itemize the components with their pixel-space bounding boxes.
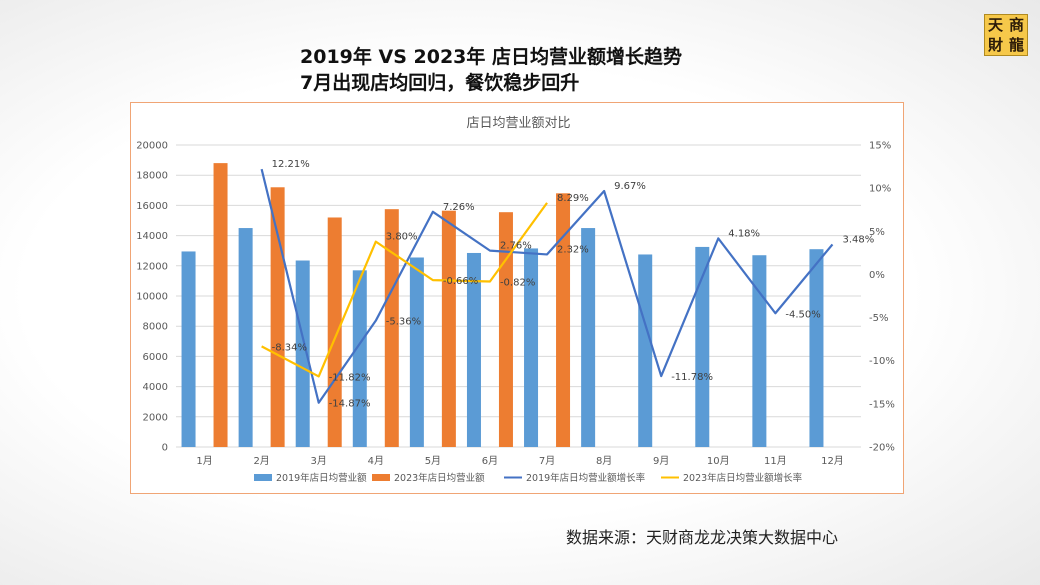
data-label: 8.29% xyxy=(557,193,589,204)
bar-2019 xyxy=(352,270,367,447)
data-label: -8.34% xyxy=(272,342,307,353)
bar-2019 xyxy=(752,255,767,447)
y-right-tick-label: 5% xyxy=(869,227,885,238)
data-label: 7.26% xyxy=(443,202,475,213)
data-label: -11.78% xyxy=(671,372,713,383)
data-label: -11.82% xyxy=(329,372,371,383)
x-tick-label: 2月 xyxy=(253,455,269,467)
y-right-tick-label: -15% xyxy=(869,399,895,410)
y-left-tick-label: 4000 xyxy=(143,382,168,393)
chart-title: 店日均营业额对比 xyxy=(466,116,570,131)
y-right-tick-label: -20% xyxy=(869,443,895,454)
legend-label: 2023年店日均营业额增长率 xyxy=(683,472,803,484)
bar-2019 xyxy=(238,228,253,447)
data-label: -0.66% xyxy=(443,276,478,287)
bar-2019 xyxy=(409,257,424,447)
x-tick-label: 8月 xyxy=(596,455,612,467)
x-tick-label: 9月 xyxy=(653,455,669,467)
combo-chart: 店日均营业额对比 0 2000 4000 6000 8000 10000 12000 14000… xyxy=(136,116,895,484)
data-source-note: 数据来源：天财商龙龙决策大数据中心 xyxy=(566,528,839,547)
y-left-tick-label: 16000 xyxy=(136,201,168,212)
bar-2019 xyxy=(809,249,824,447)
y-left-tick-label: 10000 xyxy=(136,292,168,303)
logo-char: 龍 xyxy=(1008,35,1024,54)
y-left-tick-label: 12000 xyxy=(136,261,168,272)
chart-frame: 店日均营业额对比 0 2000 4000 6000 8000 10000 12000 14000… xyxy=(130,102,904,494)
data-label: -14.87% xyxy=(329,399,371,410)
data-label: 3.48% xyxy=(842,234,874,245)
logo-char: 商 xyxy=(1008,15,1024,34)
x-tick-label: 6月 xyxy=(482,455,498,467)
bar-2023 xyxy=(556,193,571,447)
data-label: 9.67% xyxy=(614,181,646,192)
bar-2019 xyxy=(295,260,310,447)
bar-2023 xyxy=(384,209,399,447)
x-tick-label: 7月 xyxy=(539,455,555,467)
data-label: -4.50% xyxy=(785,309,820,320)
data-label: -0.82% xyxy=(500,278,535,289)
y-left-tick-label: 2000 xyxy=(143,412,168,423)
y-right-tick-label: 0% xyxy=(869,270,885,281)
y-left-tick-label: 18000 xyxy=(136,171,168,182)
brand-logo: 天 商 財 龍 xyxy=(984,14,1028,56)
bar-2023 xyxy=(270,187,285,447)
bar-2019 xyxy=(695,246,710,447)
x-tick-label: 3月 xyxy=(311,455,327,467)
bar-2023 xyxy=(327,217,342,447)
data-label: -5.36% xyxy=(386,317,421,328)
legend-label: 2019年店日均营业额 xyxy=(276,472,367,484)
logo-char: 天 xyxy=(987,15,1003,34)
y-left-tick-label: 14000 xyxy=(136,231,168,242)
y-left-tick-label: 8000 xyxy=(143,322,168,333)
bar-2023 xyxy=(441,210,456,447)
bar-2019 xyxy=(581,228,596,447)
x-tick-label: 1月 xyxy=(196,455,212,467)
y-right-tick-label: 10% xyxy=(869,184,891,195)
bar-2019 xyxy=(466,252,481,447)
y-left-tick-label: 20000 xyxy=(136,141,168,152)
y-left-tick-label: 6000 xyxy=(143,352,168,363)
headline-line-2: 7月出现店均回归，餐饮稳步回升 xyxy=(300,72,580,94)
x-tick-label: 5月 xyxy=(425,455,441,467)
y-left-tick-label: 0 xyxy=(162,443,168,454)
y-right-tick-label: -5% xyxy=(869,313,888,324)
logo-char: 財 xyxy=(987,35,1003,54)
bar-2019 xyxy=(181,251,196,447)
y-right-tick-label: -10% xyxy=(869,356,895,367)
growth-line-2019 xyxy=(260,168,834,404)
growth-line-2023 xyxy=(261,202,548,378)
bar-2019 xyxy=(638,254,653,447)
data-label: 4.18% xyxy=(728,228,760,239)
data-label: 12.21% xyxy=(272,159,310,170)
legend-label: 2023年店日均营业额 xyxy=(394,472,485,484)
x-tick-label: 4月 xyxy=(368,455,384,467)
x-tick-label: 12月 xyxy=(821,455,844,467)
headline-line-1: 2019年 VS 2023年 店日均营业额增长趋势 xyxy=(300,46,682,68)
y-right-tick-label: 15% xyxy=(869,141,891,152)
data-label: 2.32% xyxy=(557,244,589,255)
page-headline: 2019年 VS 2023年 店日均营业额增长趋势 7月出现店均回归，餐饮稳步回… xyxy=(300,44,682,96)
data-label: 3.80% xyxy=(386,232,418,243)
x-tick-label: 10月 xyxy=(707,455,730,467)
legend-label: 2019年店日均营业额增长率 xyxy=(526,472,646,484)
bar-2023 xyxy=(498,212,513,447)
legend-swatch xyxy=(372,474,390,481)
data-label: 2.76% xyxy=(500,241,532,252)
x-tick-label: 11月 xyxy=(764,455,787,467)
legend-swatch xyxy=(254,474,272,481)
bar-2019 xyxy=(524,248,539,447)
bar-2023 xyxy=(213,163,228,447)
